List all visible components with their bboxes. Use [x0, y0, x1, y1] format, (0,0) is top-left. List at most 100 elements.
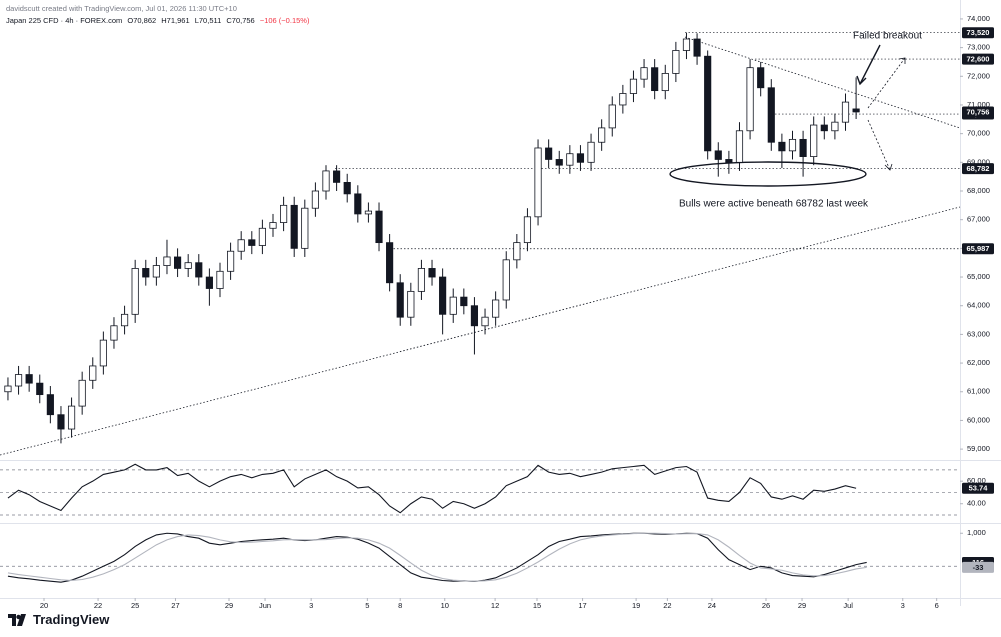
- callout-arrowhead: [856, 75, 867, 86]
- y-tick-label: 71,000: [967, 100, 990, 109]
- candle-body: [216, 270, 224, 289]
- candle-body: [598, 127, 606, 143]
- candle-body: [333, 170, 341, 183]
- y-tick-label: 61,000: [967, 387, 990, 396]
- price-level-label-box: [962, 27, 994, 39]
- candle-body: [78, 379, 86, 407]
- price-level-label: 72,600: [967, 55, 990, 64]
- candle-body: [269, 222, 277, 229]
- callout-arrow: [859, 44, 881, 85]
- candle-body: [163, 256, 171, 266]
- x-tick-label: 8: [398, 601, 402, 610]
- x-tick-label: 12: [491, 601, 499, 610]
- candle-body: [248, 239, 256, 246]
- x-tick-label: 29: [798, 601, 806, 610]
- candle-body: [407, 290, 415, 318]
- indicator-line: [7, 463, 857, 514]
- x-tick-label: 19: [632, 601, 640, 610]
- candle-body: [110, 325, 118, 341]
- x-tick-label: 6: [935, 601, 939, 610]
- ohlc-close: C70,756: [226, 16, 255, 25]
- y-tick-label: 59,000: [967, 444, 990, 453]
- logo: TradingView: [8, 612, 109, 627]
- scenario-arrow-down: [867, 119, 891, 171]
- x-tick-label: 3: [901, 601, 905, 610]
- y-tick-label: 67,000: [967, 215, 990, 224]
- candle-body: [36, 382, 44, 396]
- indicator-line: [7, 532, 867, 583]
- indicator-line: [7, 532, 867, 582]
- candle-body: [534, 147, 542, 218]
- candle-body: [25, 374, 33, 384]
- ohlc-low: L70,511: [194, 16, 222, 25]
- candle-body: [788, 138, 797, 152]
- y-tick-label: 40.00: [967, 499, 986, 508]
- candle-body: [280, 204, 288, 223]
- candle-body: [661, 73, 669, 92]
- scenario-arrowhead: [898, 57, 906, 64]
- price-level-label-box: [962, 243, 994, 255]
- candle-body: [4, 385, 12, 393]
- candle-body: [619, 93, 627, 106]
- up-trendline: [0, 206, 961, 456]
- y-tick-label: 63,000: [967, 329, 990, 338]
- y-tick-label: 1,000: [967, 528, 986, 537]
- candle-body: [799, 138, 807, 157]
- candle-body: [460, 296, 468, 307]
- candle-body: [131, 268, 139, 315]
- candle-body: [725, 159, 733, 163]
- y-tick-label: 60.00: [967, 476, 986, 485]
- candle-body: [428, 268, 436, 278]
- annotation: Failed breakout: [853, 31, 922, 42]
- candle-body: [46, 394, 54, 416]
- candle-body: [693, 38, 701, 57]
- x-tick-label: 17: [578, 601, 586, 610]
- annotation: Bulls were active beneath 68782 last wee…: [679, 199, 869, 210]
- candle-body: [852, 108, 860, 113]
- x-tick-label: 20: [40, 601, 48, 610]
- x-tick-label: 22: [94, 601, 102, 610]
- candle-body: [576, 153, 585, 163]
- y-tick-label: 62,000: [967, 358, 990, 367]
- y-tick-label: 69,000: [967, 157, 990, 166]
- logo-text: TradingView: [33, 612, 110, 627]
- candle-body: [67, 405, 76, 430]
- x-tick-label: Jun: [259, 601, 271, 610]
- indicator-value-label-box: [962, 482, 994, 494]
- x-tick-label: 5: [365, 601, 369, 610]
- y-tick-label: 60,000: [967, 415, 990, 424]
- candle-body: [120, 313, 129, 327]
- candle-body: [364, 210, 372, 215]
- candle-body: [841, 101, 850, 123]
- candle-body: [651, 67, 659, 92]
- x-tick-label: 27: [171, 601, 179, 610]
- panel-frame: [0, 0, 1001, 606]
- candle-body: [343, 181, 351, 195]
- x-tick-label: 22: [663, 601, 671, 610]
- candle-body: [152, 265, 160, 278]
- x-tick-label: 3: [309, 601, 313, 610]
- candle-body: [820, 124, 828, 132]
- y-tick-label: 73,000: [967, 43, 990, 52]
- indicator-value-label-box: [962, 561, 994, 573]
- candle-body: [354, 193, 362, 215]
- last-price-label-box: [962, 106, 994, 118]
- candle-body: [778, 141, 786, 152]
- candle-body: [449, 296, 457, 315]
- x-tick-label: 24: [708, 601, 716, 610]
- scenario-arrowhead: [884, 163, 893, 171]
- candle-body: [714, 150, 722, 160]
- candle-body: [99, 339, 107, 367]
- x-tick-label: 15: [533, 601, 541, 610]
- candle-body: [682, 38, 691, 51]
- price-level-label-box: [962, 163, 994, 175]
- x-tick-label: Jul: [843, 601, 853, 610]
- candle-body: [704, 55, 712, 152]
- candle-body: [513, 242, 521, 261]
- candle-body: [205, 276, 213, 289]
- candle-body: [227, 250, 235, 272]
- x-tick-label: 25: [131, 601, 139, 610]
- candle-body: [481, 316, 489, 327]
- candle-body: [14, 374, 23, 387]
